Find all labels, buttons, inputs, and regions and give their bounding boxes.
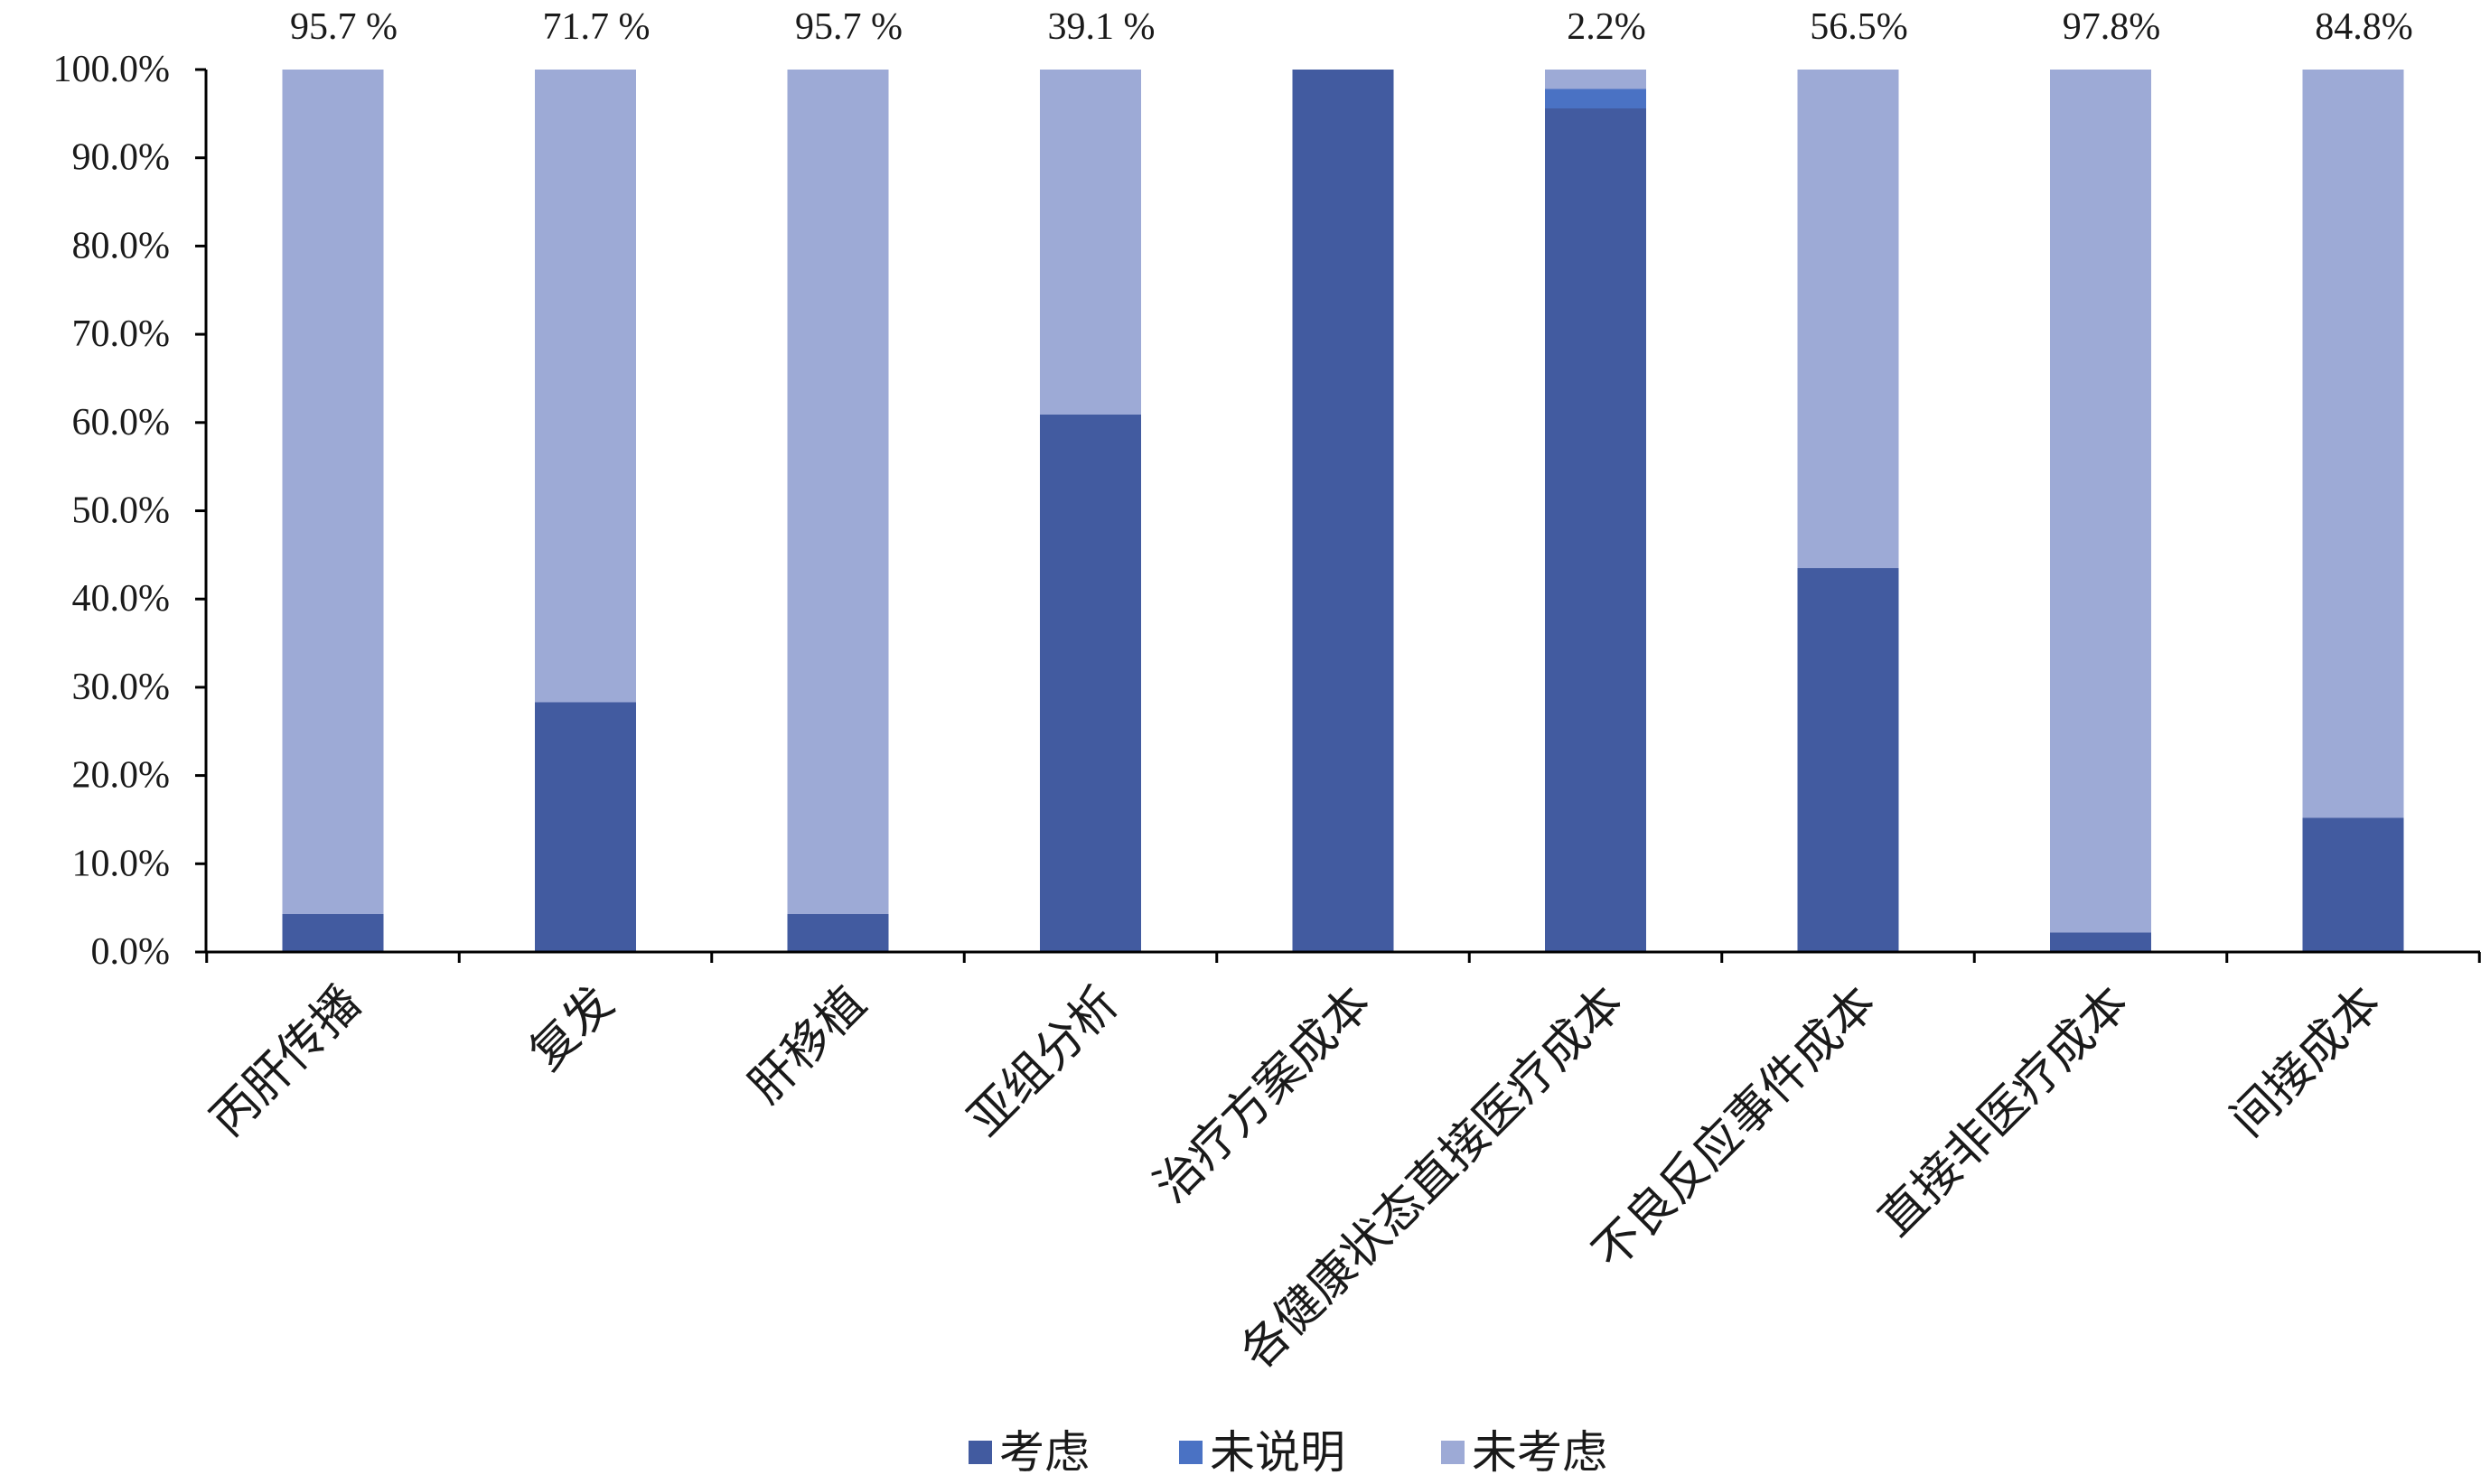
top-value-label: 84.8% bbox=[2315, 6, 2413, 48]
y-tick-label: 10.0% bbox=[72, 843, 171, 884]
legend: 考虑 未说明 未考虑 bbox=[969, 1427, 1607, 1478]
bar-segment-1-cat-7 bbox=[1797, 568, 1899, 952]
bar-segment-1-cat-1 bbox=[282, 914, 384, 952]
legend-swatch bbox=[969, 1441, 992, 1464]
category-label: 间接成本 bbox=[2222, 977, 2391, 1146]
top-value-label: 95.7 % bbox=[795, 6, 903, 48]
y-tick-label: 70.0% bbox=[72, 313, 171, 355]
category-label: 复发 bbox=[520, 977, 623, 1080]
bar-segment-3-cat-3 bbox=[787, 70, 889, 914]
y-tick-label: 40.0% bbox=[72, 578, 171, 620]
y-tick-label: 30.0% bbox=[72, 667, 171, 708]
bar-segment-3-cat-9 bbox=[2302, 70, 2404, 818]
top-value-label: 39.1 % bbox=[1048, 6, 1156, 48]
bar-segment-1-cat-3 bbox=[787, 914, 889, 952]
bar-segment-2-cat-6 bbox=[1545, 89, 1646, 108]
bar-segment-3-cat-2 bbox=[535, 70, 636, 703]
bars-layer bbox=[282, 70, 2404, 952]
y-tick-label: 100.0% bbox=[53, 49, 171, 90]
category-label: 不良反应事件成本 bbox=[1584, 977, 1886, 1279]
y-tick-label: 0.0% bbox=[91, 931, 171, 973]
top-value-label: 2.2% bbox=[1567, 6, 1646, 48]
bar-segment-3-cat-6 bbox=[1545, 70, 1646, 89]
bar-segment-3-cat-7 bbox=[1797, 70, 1899, 568]
top-value-label: 95.7 % bbox=[290, 6, 398, 48]
category-label: 丙肝传播 bbox=[201, 977, 370, 1146]
bar-segment-1-cat-4 bbox=[1040, 415, 1141, 952]
bar-segment-3-cat-8 bbox=[2050, 70, 2151, 933]
top-value-label: 56.5% bbox=[1810, 6, 1908, 48]
bar-segment-1-cat-9 bbox=[2302, 817, 2404, 952]
y-tick-label: 60.0% bbox=[72, 402, 171, 443]
legend-label: 考虑 bbox=[999, 1427, 1090, 1478]
category-label: 亚组分析 bbox=[959, 977, 1128, 1146]
bar-segment-3-cat-1 bbox=[282, 70, 384, 914]
bar-segment-1-cat-8 bbox=[2050, 932, 2151, 952]
y-tick-label: 20.0% bbox=[72, 755, 171, 797]
legend-label: 未说明 bbox=[1210, 1427, 1345, 1478]
top-value-label: 71.7 % bbox=[543, 6, 651, 48]
bar-segment-3-cat-4 bbox=[1040, 70, 1141, 415]
category-label: 肝移植 bbox=[740, 977, 876, 1114]
y-tick-label: 80.0% bbox=[72, 225, 171, 266]
axes-layer: 0.0% 10.0% 20.0% 30.0% 40.0% 50.0% 60.0% 70.0% 8… bbox=[53, 49, 2481, 973]
bar-segment-1-cat-6 bbox=[1545, 108, 1646, 952]
bar-segment-1-cat-5 bbox=[1292, 70, 1394, 952]
legend-label: 未考虑 bbox=[1472, 1427, 1607, 1478]
y-tick-label: 50.0% bbox=[72, 490, 171, 532]
y-tick-label: 90.0% bbox=[72, 137, 171, 179]
category-label: 治疗方案成本 bbox=[1146, 977, 1381, 1213]
bar-segment-1-cat-2 bbox=[535, 702, 636, 952]
legend-swatch bbox=[1179, 1441, 1203, 1464]
legend-swatch bbox=[1441, 1441, 1465, 1464]
top-value-label: 97.8% bbox=[2063, 6, 2161, 48]
category-label: 直接非医疗成本 bbox=[1869, 977, 2139, 1246]
